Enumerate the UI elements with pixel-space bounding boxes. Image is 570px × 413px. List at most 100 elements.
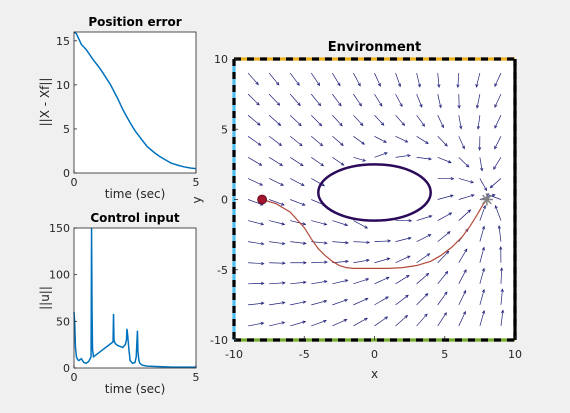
vector-field-arrowhead [281, 241, 286, 246]
vector-field-arrowhead [450, 177, 455, 181]
vector-field-arrow [457, 73, 460, 88]
vector-field-arrowhead [259, 182, 264, 186]
vector-field-arrow [416, 93, 423, 108]
vector-field-arrowhead [405, 275, 410, 279]
position-error-ytick-label: 0 [63, 167, 70, 180]
vector-field-arrow [374, 93, 383, 107]
vector-field-arrowhead [397, 83, 401, 88]
environment-title: Environment [328, 40, 422, 55]
vector-field-arrow [479, 205, 486, 221]
vector-field-arrow [498, 225, 502, 242]
vector-field-arrow [479, 289, 485, 305]
vector-field-arrowhead [277, 122, 282, 126]
vector-field-arrowhead [399, 103, 403, 108]
vector-field-arrow [247, 93, 260, 106]
vector-field-arrow [269, 321, 285, 327]
vector-field-arrow [395, 72, 401, 87]
vector-field-arrow [437, 251, 449, 263]
vector-field-arrowhead [359, 122, 364, 127]
vector-field-arrowhead [340, 162, 345, 166]
vector-field-arrowhead [357, 82, 361, 87]
vector-field-arrow [458, 115, 462, 129]
vector-field-arrow [290, 157, 304, 166]
vector-field-arrow [437, 271, 448, 285]
vector-field-arrow [289, 93, 301, 106]
vector-field-arrow [248, 262, 264, 265]
vector-field-arrowhead [419, 103, 423, 108]
vector-field-arrow [269, 241, 285, 245]
control-input-ylabel: ||u|| [38, 286, 52, 310]
vector-field-arrowhead [481, 225, 486, 230]
vector-field-arrowhead [364, 297, 369, 301]
vector-field-arrow [416, 253, 430, 264]
vector-field-arrow [416, 234, 431, 242]
vector-field-arrowhead [494, 104, 498, 108]
vector-field-arrowhead [278, 142, 283, 147]
vector-field-arrow [476, 94, 481, 109]
vector-field-arrowhead [478, 147, 482, 151]
vector-field-arrow [247, 72, 259, 85]
vector-field-arrow [479, 226, 485, 242]
vector-field-arrow [269, 262, 285, 264]
vector-field-arrow [395, 135, 408, 143]
vector-field-arrowhead [481, 246, 485, 251]
vector-field-arrowhead [377, 83, 381, 87]
vector-field-arrow [332, 157, 344, 166]
vector-field-arrow [374, 114, 385, 126]
vector-field-arrowhead [467, 209, 472, 213]
vector-field-arrowhead [386, 257, 391, 261]
vector-field-arrow [479, 157, 483, 171]
vector-field-arrow [289, 114, 302, 126]
vector-field-arrowhead [444, 270, 449, 275]
goal-marker-stroke [482, 194, 492, 205]
vector-field-arrowhead [362, 158, 367, 162]
vector-field-arrowhead [438, 104, 442, 109]
environment-xtick-label: -10 [225, 348, 243, 361]
vector-field-arrowhead [260, 242, 265, 246]
vector-field-arrow [247, 178, 263, 186]
vector-field-arrow [290, 281, 306, 285]
vector-field-arrow [458, 194, 475, 200]
vector-field-arrowhead [344, 298, 349, 303]
environment-xtick-label: -5 [299, 348, 310, 361]
vector-field-arrow [416, 273, 429, 285]
vector-field-arrow [437, 73, 440, 88]
vector-field-arrowhead [384, 152, 388, 156]
vector-field-arrow [353, 241, 370, 243]
control-input-xlabel: time (sec) [105, 382, 166, 396]
vector-field-arrow [458, 178, 474, 183]
vector-field-arrow [332, 279, 348, 285]
vector-field-arrowhead [364, 225, 369, 229]
vector-field-arrow [416, 157, 432, 160]
vector-field-arrow [353, 135, 365, 145]
vector-field-arrow [311, 114, 322, 127]
position-error-xlabel: time (sec) [105, 187, 166, 201]
vector-field-arrow [374, 316, 388, 327]
vector-field-arrow [310, 93, 321, 106]
vector-field-arrow [374, 72, 381, 87]
vector-field-arrow [247, 220, 264, 225]
control-input-series-line [73, 227, 196, 368]
vector-field-arrow [290, 199, 306, 206]
vector-field-arrow [437, 195, 454, 200]
vector-field-arrow [479, 268, 485, 284]
position-error-ytick-label: 15 [56, 35, 70, 48]
trajectory-line [261, 198, 488, 269]
vector-field-arrowhead [470, 194, 475, 198]
vector-field-arrowhead [407, 154, 411, 158]
vector-field-arrow [458, 136, 465, 149]
vector-field-arrow [332, 136, 344, 146]
vector-field-arrowhead [483, 187, 487, 192]
vector-field-arrowhead [444, 143, 448, 147]
vector-field-arrowhead [446, 231, 451, 235]
position-error-ytick-label: 10 [56, 79, 70, 92]
vector-field-arrowhead [281, 281, 286, 285]
vector-field-arrowhead [494, 125, 498, 129]
control-input-xtick-label: 0 [71, 371, 78, 384]
vector-field-arrow [268, 114, 281, 126]
vector-field-arrowhead [421, 123, 426, 127]
vector-field-arrow [395, 255, 411, 264]
vector-field-arrow [269, 282, 285, 285]
